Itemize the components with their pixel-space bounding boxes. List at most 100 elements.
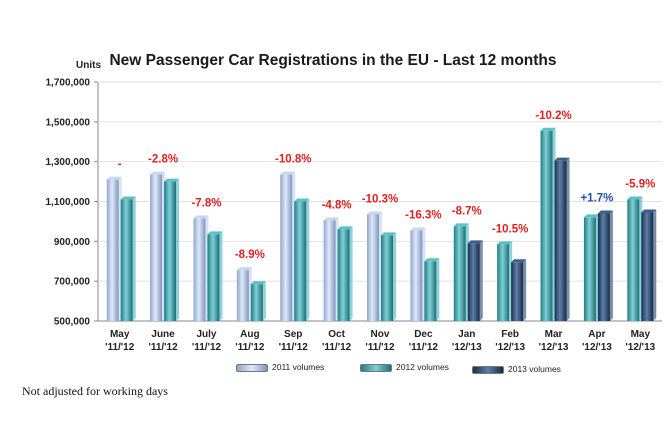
bar-2012-side: [306, 198, 310, 321]
bar-2012: [540, 130, 553, 321]
y-tick-label: 700,000: [54, 277, 91, 288]
bar-2011: [193, 218, 206, 321]
x-category-month: June: [151, 329, 175, 340]
change-annotation: -2.8%: [148, 154, 178, 166]
x-category-period: '11/'12: [235, 342, 265, 353]
bar-2012: [381, 235, 393, 321]
bar-2011-top: [367, 211, 382, 215]
x-category-month: Nov: [371, 329, 390, 340]
y-axis-unit-label: Units: [76, 60, 101, 71]
bar-2011: [280, 174, 293, 321]
bar-2011: [150, 174, 163, 321]
y-tick-label: 1,500,000: [46, 117, 91, 128]
bar-2013-side: [566, 157, 570, 321]
bar-2011: [236, 270, 249, 321]
change-annotation: -16.3%: [405, 209, 441, 221]
y-tick-label: 900,000: [54, 237, 91, 248]
x-category-month: Feb: [501, 329, 519, 340]
bar-2013-side: [523, 259, 527, 321]
bar-2012-top: [337, 226, 353, 230]
x-category-period: '11/'12: [365, 342, 395, 353]
x-category-month: July: [196, 329, 216, 340]
x-category-month: Aug: [240, 329, 259, 340]
bar-2012-side: [176, 178, 180, 321]
x-category-period: '11/'12: [148, 342, 178, 353]
x-category-month: Apr: [588, 329, 605, 340]
bar-2012-side: [436, 258, 440, 321]
change-annotation: -10.2%: [535, 110, 571, 122]
x-category-period: '11/'12: [192, 342, 222, 353]
change-annotation: -10.8%: [275, 154, 311, 166]
y-tick-label: 1,300,000: [46, 157, 91, 168]
bar-2011-top: [150, 171, 166, 175]
change-annotation: -10.3%: [362, 193, 398, 205]
bar-2013: [467, 243, 480, 321]
bar-2011-top: [410, 227, 426, 231]
bar-2013-top: [511, 259, 527, 263]
bar-2013-side: [653, 209, 657, 321]
x-category-month: Oct: [328, 329, 345, 340]
x-category-month: May: [631, 329, 651, 340]
bar-2013-top: [467, 240, 483, 244]
chart-title: New Passenger Car Registrations in the E…: [109, 52, 557, 69]
y-tick-label: 1,700,000: [46, 78, 91, 89]
bar-2011-top: [193, 215, 209, 219]
bar-2012-top: [583, 214, 599, 218]
x-category-period: '11/'12: [279, 342, 309, 353]
bar-2012-top: [164, 178, 180, 182]
bar-2012: [497, 244, 510, 321]
x-category-period: '12/'13: [582, 342, 612, 353]
legend-item-2012: 2012 volumes: [360, 362, 449, 372]
change-annotation: -10.5%: [492, 223, 528, 235]
bar-2013-top: [597, 210, 613, 214]
bar-2012-top: [120, 196, 136, 200]
bar-2013-side: [479, 240, 483, 321]
change-annotation: -7.8%: [191, 197, 221, 209]
bar-2012-side: [393, 232, 396, 321]
bar-2012: [294, 201, 307, 321]
bar-2013-side: [609, 210, 613, 321]
bar-2012-top: [497, 241, 513, 245]
bar-2012-top: [250, 281, 266, 285]
x-category-period: '11/'12: [409, 342, 439, 353]
change-annotation: -4.8%: [322, 199, 352, 211]
bar-2012: [120, 199, 133, 321]
bar-2012-top: [627, 196, 643, 200]
bar-2011-top: [280, 171, 296, 175]
bar-2012-top: [294, 198, 310, 202]
legend-swatch-2011: [236, 363, 268, 372]
x-category-period: '12/'13: [495, 342, 525, 353]
x-category-month: Sep: [284, 329, 302, 340]
legend-item-2013: 2013 volumes: [472, 364, 561, 374]
footnote: Not adjusted for working days: [22, 384, 168, 398]
change-annotation: -8.9%: [235, 249, 265, 261]
bar-2012: [250, 284, 263, 321]
legend-label-2011: 2011 volumes: [272, 362, 325, 372]
bar-2012: [164, 181, 177, 321]
bar-2012: [424, 261, 437, 321]
bar-2012: [627, 199, 640, 321]
x-category-month: Dec: [414, 329, 433, 340]
bar-2012: [453, 226, 466, 321]
bar-2012-top: [453, 223, 469, 227]
bar-2012-side: [262, 281, 266, 321]
legend-item-2011: 2011 volumes: [236, 362, 324, 372]
bar-2012-side: [219, 231, 223, 321]
bar-2011: [410, 230, 423, 321]
legend-label-2013: 2013 volumes: [508, 364, 561, 374]
bar-2012-top: [207, 231, 223, 235]
bar-2013: [597, 213, 610, 321]
bar-2011: [323, 220, 336, 321]
bar-2012: [207, 234, 220, 321]
change-annotation: -: [118, 159, 122, 171]
bar-2013: [511, 262, 524, 321]
bar-2013-top: [641, 209, 657, 213]
bar-2011: [106, 179, 119, 321]
bar-2013: [554, 160, 567, 321]
bar-2011-top: [323, 217, 339, 221]
x-category-month: May: [110, 329, 130, 340]
bar-2013: [641, 212, 654, 321]
change-annotation: -8.7%: [452, 205, 482, 217]
x-category-period: '11/'12: [322, 342, 352, 353]
legend-label-2012: 2012 volumes: [396, 362, 449, 372]
